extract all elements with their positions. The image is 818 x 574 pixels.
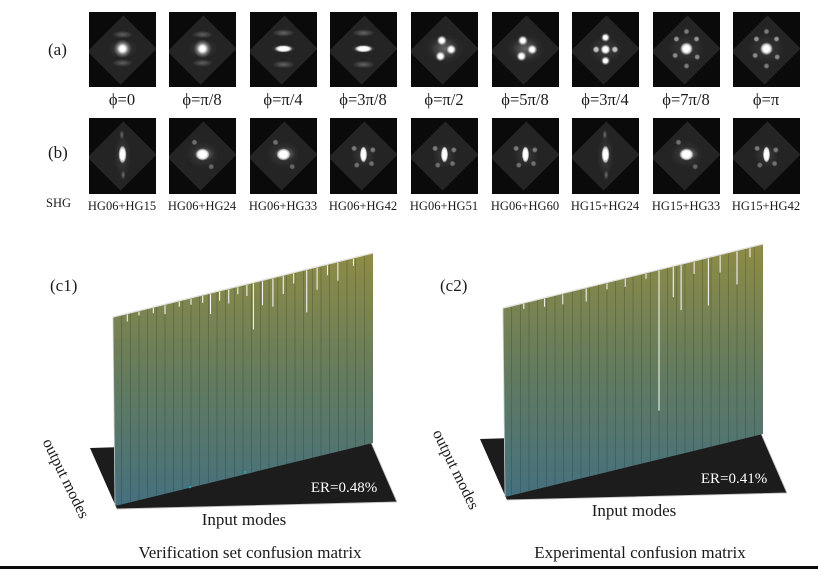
- diagonal-bar-wall: [503, 244, 763, 497]
- beam-intensity-pattern: [168, 12, 236, 87]
- mode-tile: HG15+HG24: [565, 118, 645, 214]
- beam-intensity-pattern: [571, 118, 639, 194]
- mode-image: [652, 118, 720, 194]
- tile-caption: HG15+HG42: [731, 199, 801, 213]
- beam-intensity-pattern: [249, 12, 317, 87]
- mode-tile: ϕ=0: [82, 12, 162, 110]
- tile-caption: HG06+HG42: [328, 199, 398, 213]
- mode-image: [732, 12, 800, 87]
- beam-intensity-pattern: [732, 118, 800, 194]
- wall-top-edge: [502, 243, 764, 309]
- mode-image: [329, 118, 397, 194]
- mode-image: [732, 118, 800, 194]
- beam-intensity-pattern: [329, 118, 397, 194]
- beam-intensity-pattern: [329, 12, 397, 87]
- mode-tile: ϕ=3π/8: [323, 12, 403, 110]
- tile-caption: HG06+HG33: [248, 199, 318, 213]
- mode-tile: ϕ=π/2: [404, 12, 484, 110]
- floor-error-dot: [188, 485, 192, 489]
- beam-intensity-pattern: [652, 12, 720, 87]
- c2-caption: Experimental confusion matrix: [534, 543, 746, 562]
- confusion-matrix-panel-c1: (c1) output modes ER=0.48% Input modes V…: [39, 240, 430, 574]
- floor-edge-line: [506, 430, 788, 501]
- tile-caption: ϕ=π/8: [182, 90, 222, 109]
- mode-tile: HG15+HG33: [646, 118, 726, 214]
- mode-tile: ϕ=π/4: [243, 12, 323, 110]
- mode-image: [652, 12, 720, 87]
- wall-left-edge: [502, 307, 506, 498]
- c1-caption: Verification set confusion matrix: [138, 543, 362, 562]
- panel-c1-label: (c1): [50, 276, 78, 295]
- mode-tile: HG06+HG60: [485, 118, 565, 214]
- floor-error-dot: [243, 470, 247, 474]
- c1-x-axis-label: Input modes: [201, 510, 287, 529]
- beam-intensity-pattern: [168, 118, 236, 194]
- beam-intensity-pattern: [88, 12, 156, 87]
- mode-tile: HG06+HG24: [162, 118, 242, 214]
- mode-image: [249, 118, 317, 194]
- mode-tile: ϕ=π: [726, 12, 806, 110]
- confusion-matrix-3d-plot-c1: [90, 252, 398, 510]
- beam-intensity-pattern: [410, 118, 478, 194]
- beam-intensity-pattern: [410, 12, 478, 87]
- c2-error-rate-annotation: ER=0.41%: [700, 471, 768, 487]
- tile-caption: HG06+HG15: [87, 199, 157, 213]
- confusion-matrix-3d-plot-c2: [480, 243, 788, 501]
- mode-tile: HG06+HG15: [82, 118, 162, 214]
- mode-image: [88, 12, 156, 87]
- floor-edge-line: [116, 439, 398, 510]
- tile-caption: ϕ=π: [752, 90, 780, 109]
- tile-caption: HG15+HG33: [651, 199, 721, 213]
- mode-image: [491, 12, 559, 87]
- tile-caption: ϕ=π/2: [424, 90, 464, 109]
- shg-row-label: SHG: [46, 196, 72, 210]
- mode-tile: HG06+HG42: [323, 118, 403, 214]
- mode-image: [249, 12, 317, 87]
- figure-bottom-rule: [0, 566, 818, 569]
- mode-tile: ϕ=7π/8: [646, 12, 726, 110]
- wall-top-edge: [112, 252, 374, 318]
- beam-intensity-pattern: [88, 118, 156, 194]
- tile-caption: ϕ=3π/4: [581, 90, 629, 109]
- beam-intensity-pattern: [491, 118, 559, 194]
- tile-caption: HG06+HG24: [167, 199, 237, 213]
- confusion-matrix-panel-c2: (c2) output modes ER=0.41% Input modes E…: [429, 231, 818, 566]
- beam-intensity-pattern: [491, 12, 559, 87]
- wall-left-edge: [112, 316, 116, 507]
- mode-image: [571, 12, 639, 87]
- tile-caption: ϕ=0: [108, 90, 136, 109]
- mode-image: [168, 118, 236, 194]
- mode-tile: ϕ=3π/4: [565, 12, 645, 110]
- mode-image: [88, 118, 156, 194]
- tile-caption: HG06+HG60: [490, 199, 560, 213]
- beam-intensity-pattern: [652, 118, 720, 194]
- mode-image: [571, 118, 639, 194]
- mode-image: [410, 118, 478, 194]
- c1-error-rate-annotation: ER=0.48%: [310, 480, 378, 496]
- panel-c2-label: (c2): [440, 276, 468, 295]
- tile-caption: ϕ=5π/8: [501, 90, 549, 109]
- tile-caption: ϕ=7π/8: [662, 90, 710, 109]
- beam-intensity-pattern: [732, 12, 800, 87]
- diagonal-bar-wall: [113, 253, 373, 506]
- panel-b-label: (b): [48, 143, 68, 162]
- mode-tile: HG06+HG33: [243, 118, 323, 214]
- beam-intensity-pattern: [249, 118, 317, 194]
- mode-image: [168, 12, 236, 87]
- mode-tile: HG15+HG42: [726, 118, 806, 214]
- tile-caption: ϕ=3π/8: [339, 90, 387, 109]
- tile-caption: HG06+HG51: [409, 199, 479, 213]
- c2-x-axis-label: Input modes: [591, 501, 677, 520]
- beam-intensity-pattern: [571, 12, 639, 87]
- mode-image: [410, 12, 478, 87]
- mode-tile: ϕ=5π/8: [485, 12, 565, 110]
- mode-tile: HG06+HG51: [404, 118, 484, 214]
- tile-caption: HG15+HG24: [570, 199, 640, 213]
- mode-image: [329, 12, 397, 87]
- mode-image: [491, 118, 559, 194]
- panel-a-label: (a): [48, 40, 67, 59]
- tile-caption: ϕ=π/4: [263, 90, 303, 109]
- mode-tile: ϕ=π/8: [162, 12, 242, 110]
